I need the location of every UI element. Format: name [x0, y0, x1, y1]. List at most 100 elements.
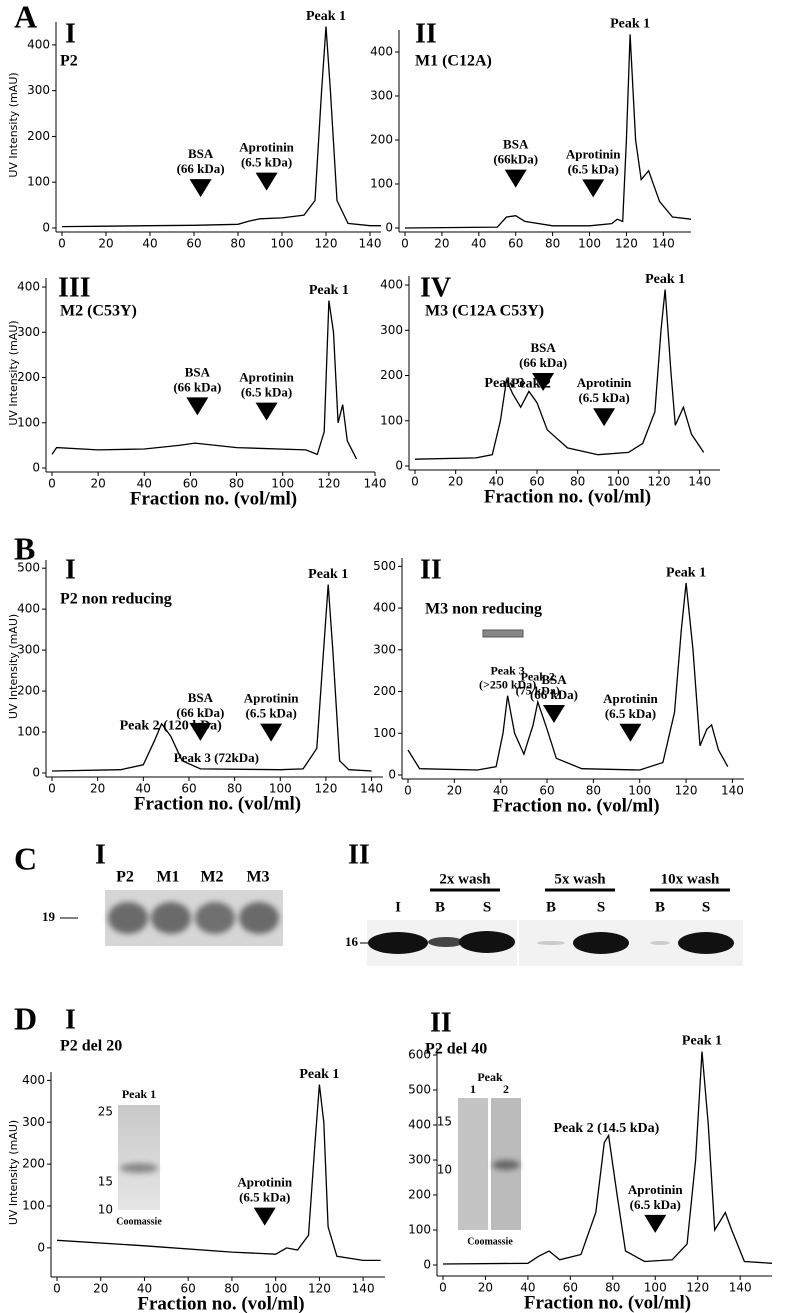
- marker-label: 19: [42, 909, 56, 924]
- x-tick-label: 60: [186, 237, 201, 251]
- chromatogram-line: [407, 582, 729, 771]
- y-tick-label: 500: [17, 561, 40, 575]
- x-tick-label: 120: [314, 782, 337, 796]
- x-tick-label: 140: [721, 784, 744, 798]
- y-tick-label: 200: [408, 1188, 431, 1202]
- y-tick-label: 0: [423, 1258, 431, 1272]
- y-tick-label: 300: [22, 1115, 45, 1129]
- peak-label: Peak 1: [682, 1034, 722, 1049]
- x-tick-label: 40: [520, 1281, 535, 1295]
- peak-label: Peak 1: [666, 565, 706, 580]
- x-tick-label: 60: [563, 1281, 578, 1295]
- panel-number: I: [95, 839, 106, 870]
- inset-title: Peak: [477, 1070, 503, 1084]
- y-tick-label: 300: [373, 642, 396, 656]
- y-tick-label: 600: [408, 1048, 431, 1062]
- marker-arrow: [189, 722, 212, 741]
- chromatogram-line: [51, 300, 358, 460]
- lane-label: 1: [470, 1082, 476, 1096]
- x-tick-label: 0: [404, 784, 412, 798]
- lane-label: M2: [200, 869, 223, 886]
- marker-arrow: [532, 372, 555, 391]
- marker-label: BSA: [188, 690, 214, 705]
- y-tick-label: 200: [17, 370, 40, 384]
- y-tick-label: 0: [32, 461, 40, 475]
- x-tick-label: 60: [539, 784, 554, 798]
- y-tick-label: 200: [17, 684, 40, 698]
- x-tick-label: 20: [98, 237, 113, 251]
- lane-label: P2: [116, 869, 134, 886]
- peak-label: Peak 1: [610, 17, 650, 32]
- y-tick-label: 400: [370, 45, 393, 59]
- x-tick-label: 60: [181, 782, 196, 796]
- marker-label: BSA: [185, 364, 211, 379]
- y-tick-label: 500: [373, 559, 396, 573]
- inset-band: [492, 1160, 520, 1170]
- ladder-label: 25: [98, 1105, 113, 1119]
- x-tick-label: 20: [447, 784, 462, 798]
- y-tick-label: 100: [408, 1223, 431, 1237]
- peak-label: Peak 3: [490, 663, 524, 677]
- y-tick-label: 300: [27, 83, 50, 97]
- marker-label: BSA: [541, 672, 567, 687]
- chromatogram-line: [404, 34, 692, 229]
- x-tick-label: 100: [628, 784, 651, 798]
- x-tick-label: 20: [90, 782, 105, 796]
- y-axis-label: UV Intensity (mAU): [7, 614, 20, 719]
- lane-label: B: [546, 899, 556, 915]
- x-axis-label: Fraction no. (vol/ml): [492, 795, 659, 816]
- annotation: Peak 3 (72kDa): [174, 750, 259, 765]
- x-tick-label: 120: [675, 784, 698, 798]
- x-tick-label: 20: [91, 477, 106, 491]
- y-tick-label: 100: [370, 177, 393, 191]
- marker-arrow: [619, 723, 642, 742]
- x-tick-label: 40: [137, 1282, 152, 1296]
- x-tick-label: 120: [315, 237, 338, 251]
- ladder-label: 10: [98, 1203, 113, 1217]
- marker-label: (6.5 kDa): [239, 1190, 290, 1205]
- marker-arrow: [542, 705, 565, 724]
- y-tick-label: 300: [380, 323, 403, 337]
- x-tick-label: 80: [230, 237, 245, 251]
- y-tick-label: 100: [22, 1199, 45, 1213]
- peak-label: (75 kDa): [516, 684, 560, 698]
- x-tick-label: 40: [137, 477, 152, 491]
- blot-bands: [368, 931, 734, 954]
- marker-arrow: [260, 723, 283, 742]
- x-tick-label: 120: [686, 1281, 709, 1295]
- x-tick-label: 0: [53, 1282, 61, 1296]
- chart-title: P2 del 20: [60, 1038, 122, 1055]
- x-axis-label: Fraction no. (vol/ml): [134, 793, 301, 814]
- marker-label: (6.5 kDa): [241, 385, 292, 400]
- x-tick-label: 100: [644, 1281, 667, 1295]
- x-tick-label: 60: [508, 237, 523, 251]
- gel-bands: [108, 902, 279, 934]
- chart-title: M3 non reducing: [425, 601, 542, 618]
- y-tick-label: 0: [32, 766, 40, 780]
- x-tick-label: 100: [271, 477, 294, 491]
- y-axis-label: UV Intensity (mAU): [7, 1120, 20, 1225]
- panel-letter: B: [14, 530, 35, 566]
- panel-letter: D: [14, 1000, 37, 1036]
- panel-number: IV: [420, 272, 451, 303]
- y-tick-label: 200: [370, 133, 393, 147]
- y-tick-label: 0: [395, 459, 403, 473]
- ladder-label: 15: [437, 1115, 452, 1129]
- peak-label: (>250 kDa): [479, 677, 536, 691]
- marker-label: Aprotinin: [244, 691, 299, 706]
- chart-title: P2 non reducing: [60, 591, 172, 608]
- marker-label: 16: [345, 934, 359, 949]
- peak-label: Peak 2 (14.5 kDa): [554, 1121, 660, 1136]
- x-tick-label: 60: [181, 1282, 196, 1296]
- panel-number: II: [430, 1007, 452, 1038]
- marker-label: (6.5 kDa): [568, 161, 619, 176]
- x-tick-label: 40: [142, 237, 157, 251]
- y-tick-label: 100: [27, 175, 50, 189]
- x-tick-label: 100: [271, 237, 294, 251]
- panel-number: I: [65, 554, 76, 585]
- x-axis-label: Fraction no. (vol/ml): [130, 488, 297, 509]
- lane-label: 2: [503, 1082, 509, 1096]
- x-tick-label: 140: [652, 237, 675, 251]
- x-tick-label: 140: [359, 237, 382, 251]
- x-tick-label: 100: [578, 237, 601, 251]
